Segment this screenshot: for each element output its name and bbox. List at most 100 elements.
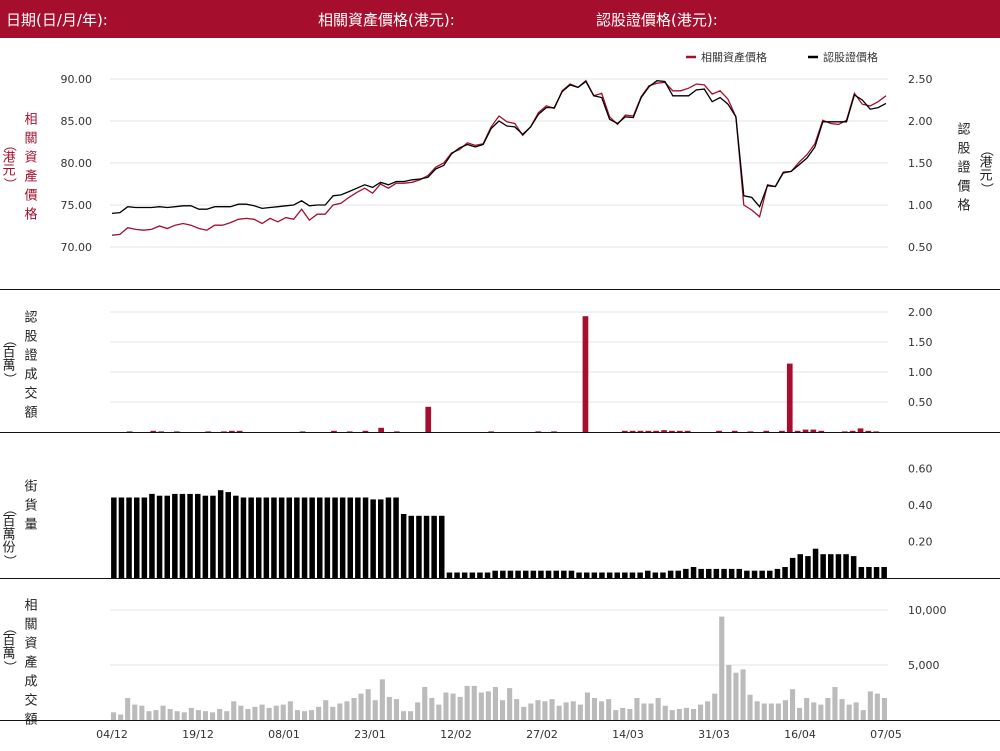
warrant-turnover-bar <box>394 431 400 432</box>
outstanding-bar <box>385 497 392 578</box>
underlying-turnover-bar <box>443 692 449 720</box>
svg-text:認: 認 <box>957 122 970 138</box>
warrant-turnover-bar <box>582 316 589 432</box>
warrant-turnover-bar <box>362 430 369 432</box>
svg-text:交: 交 <box>24 386 37 402</box>
outstanding-bar <box>271 497 277 578</box>
outstanding-bar <box>843 554 849 578</box>
outstanding-bar <box>545 570 552 578</box>
outstanding-bar <box>111 497 117 578</box>
outstanding-bar <box>256 497 262 578</box>
outstanding-bar <box>507 570 514 578</box>
outstanding-bar <box>789 557 796 578</box>
x-tick-label: 27/02 <box>526 728 558 741</box>
underlying-turnover-bar <box>316 706 322 720</box>
outstanding-bar <box>446 572 453 578</box>
outstanding-bar <box>690 567 697 578</box>
underlying-turnover-bar <box>648 703 654 720</box>
y-axis-unit: （百萬） <box>2 621 17 673</box>
underlying-turnover-bar <box>754 701 760 720</box>
underlying-turnover-bar <box>853 702 859 720</box>
warrant-turnover-bar <box>621 430 628 432</box>
underlying-turnover-bar <box>500 700 506 720</box>
outstanding-bar <box>759 570 765 578</box>
y-tick-label-right: 1.50 <box>908 157 933 170</box>
underlying-turnover-bar <box>139 705 145 720</box>
warrant-turnover-bar <box>331 430 337 432</box>
outstanding-bar <box>850 556 857 578</box>
outstanding-bar <box>698 568 704 578</box>
underlying-turnover-bar <box>323 700 329 720</box>
outstanding-bar <box>187 493 193 578</box>
outstanding-bar <box>606 572 613 578</box>
outstanding-bar <box>820 554 826 578</box>
underlying-turnover-bar <box>528 703 534 720</box>
underlying-turnover-bar <box>818 704 824 720</box>
y-tick-label-right: 5,000 <box>908 659 940 672</box>
underlying-turnover-bar <box>747 694 753 720</box>
underlying-turnover-bar <box>401 711 407 720</box>
warrant-turnover-bar <box>794 430 801 432</box>
outstanding-bar <box>828 554 834 578</box>
outstanding-bar <box>782 567 788 578</box>
outstanding-bar <box>309 497 315 578</box>
svg-text:港: 港 <box>2 151 15 166</box>
outstanding-bar <box>660 572 666 578</box>
underlying-turnover-bar <box>167 709 173 720</box>
header-bar: 日期(日/月/年): 相關資產價格(港元): 認股證價格(港元): <box>0 0 1000 38</box>
underlying-turnover-bar <box>846 704 852 720</box>
outstanding-bar <box>652 572 659 578</box>
outstanding-bar <box>202 495 209 578</box>
outstanding-bar <box>339 497 346 578</box>
warrant-turnover-bar <box>174 431 180 432</box>
underlying-turnover-bar <box>210 712 216 720</box>
underlying-turnover-bar <box>874 693 880 720</box>
svg-text:產: 產 <box>24 169 37 185</box>
outstanding-bar <box>561 570 567 578</box>
outstanding-bar <box>629 572 636 578</box>
svg-text:）: ） <box>2 177 17 190</box>
warrant-turnover-bar <box>236 430 243 432</box>
y-tick-label-right: 0.50 <box>908 396 933 409</box>
outstanding-bar <box>812 548 819 578</box>
outstanding-bar <box>751 570 758 578</box>
outstanding-bar <box>164 495 170 578</box>
underlying-turnover-bar <box>238 705 244 720</box>
underlying-turnover-bar <box>662 705 668 720</box>
underlying-turnover-bar <box>259 704 265 720</box>
outstanding-bar <box>210 495 216 578</box>
outstanding-bar <box>439 515 445 578</box>
warrant-turnover-bar <box>684 430 691 432</box>
series-line-underlying <box>111 79 887 236</box>
underlying-turnover-bar <box>415 702 421 720</box>
svg-text:（: （ <box>2 138 17 151</box>
outstanding-bar <box>378 499 384 578</box>
legend-label-underlying: 相關資產價格 <box>701 50 767 64</box>
outstanding-bar <box>393 497 399 578</box>
warrant-turnover-bar <box>126 431 133 432</box>
y-tick-label-right: 0.50 <box>908 241 933 254</box>
warrant-turnover-bar <box>425 406 432 432</box>
underlying-turnover-bar <box>570 701 576 720</box>
underlying-turnover-bar <box>464 685 470 720</box>
warrant-turnover-bar <box>150 430 157 432</box>
outstanding-bar <box>454 572 460 578</box>
underlying-turnover-bar <box>379 679 385 720</box>
outstanding-bar <box>706 568 712 578</box>
warrant-turnover-bar <box>873 431 880 432</box>
underlying-turnover-bar <box>804 698 810 720</box>
underlying-turnover-bar <box>386 696 392 720</box>
svg-text:（: （ <box>979 143 994 156</box>
svg-text:額: 額 <box>24 406 37 421</box>
warrant-turnover-bar <box>229 430 235 432</box>
svg-text:）: ） <box>2 660 17 673</box>
outstanding-bar <box>774 568 781 578</box>
warrant-turnover-bar <box>786 363 793 432</box>
underlying-turnover-bar <box>740 669 746 720</box>
warrant-turnover-bar <box>378 427 384 432</box>
underlying-turnover-bar <box>797 707 803 720</box>
underlying-turnover-bar <box>478 692 484 720</box>
y-tick-label-right: 1.00 <box>908 366 933 379</box>
x-tick-label: 12/02 <box>440 728 472 741</box>
